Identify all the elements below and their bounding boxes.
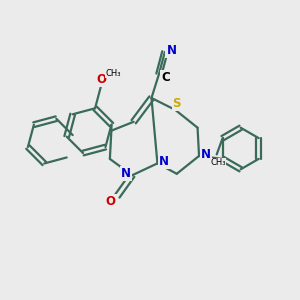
Text: O: O	[96, 73, 106, 86]
Text: N: N	[121, 167, 130, 180]
Text: O: O	[106, 195, 116, 208]
Text: CH₃: CH₃	[210, 158, 226, 167]
Text: S: S	[172, 97, 181, 110]
Text: N: N	[167, 44, 176, 57]
Text: N: N	[201, 148, 211, 161]
Text: C: C	[161, 71, 170, 84]
Text: CH₃: CH₃	[106, 69, 121, 78]
Text: N: N	[159, 155, 169, 168]
